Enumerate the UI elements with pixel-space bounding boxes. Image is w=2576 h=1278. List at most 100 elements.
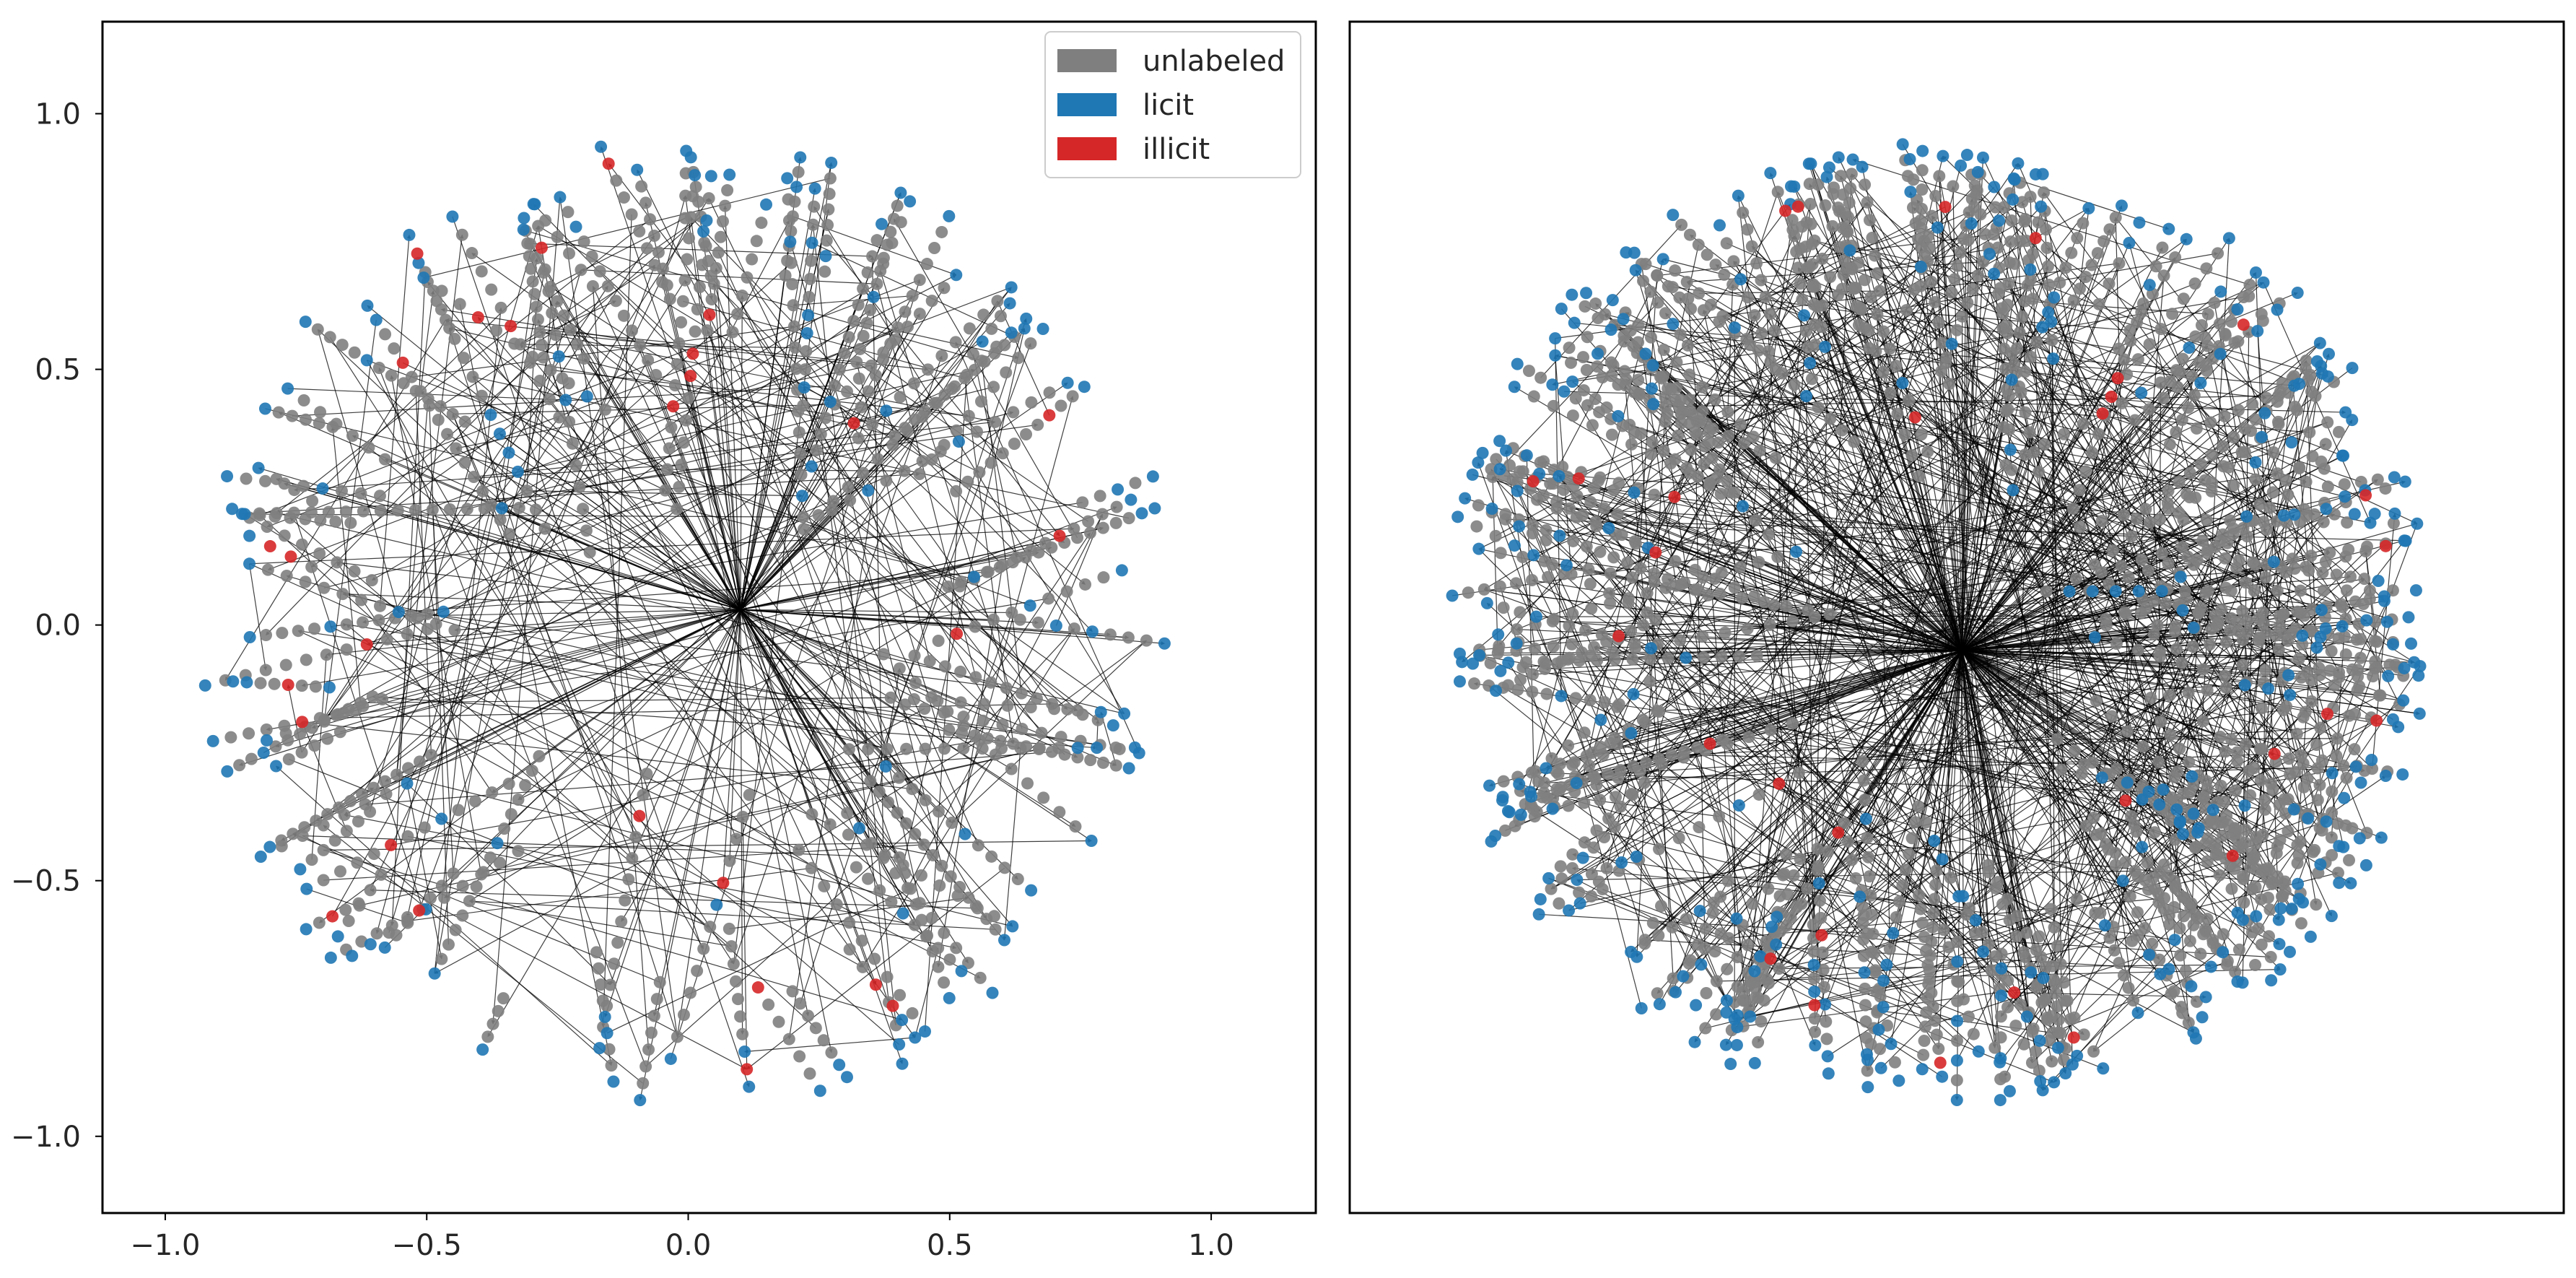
graph-node-unlabeled [1055, 731, 1067, 744]
graph-node-unlabeled [971, 425, 984, 438]
graph-node-licit [1680, 651, 1693, 664]
graph-edge [1748, 301, 1936, 737]
graph-node-unlabeled [1637, 274, 1650, 287]
graph-node-unlabeled [1607, 551, 1620, 564]
graph-edge [1553, 620, 2289, 643]
graph-node-illicit [1939, 201, 1952, 214]
graph-node-unlabeled [1861, 1064, 1874, 1077]
graph-node-unlabeled [1587, 482, 1600, 495]
graph-node-unlabeled [1632, 373, 1645, 386]
graph-node-unlabeled [1994, 1031, 2007, 1044]
graph-node-unlabeled [1721, 406, 1734, 419]
graph-node-unlabeled [477, 866, 490, 879]
graph-node-unlabeled [551, 295, 564, 308]
graph-node-unlabeled [446, 407, 459, 420]
graph-node-unlabeled [2284, 768, 2297, 781]
graph-edge [1628, 162, 2019, 729]
graph-node-unlabeled [1562, 799, 1575, 812]
graph-node-licit [1770, 938, 1783, 951]
graph-node-licit [1812, 877, 1825, 890]
graph-node-illicit [667, 400, 680, 413]
graph-node-unlabeled [1031, 616, 1044, 629]
legend-swatch-unlabeled [1057, 49, 1117, 72]
graph-edge [893, 218, 1078, 539]
graph-node-unlabeled [2196, 319, 2209, 332]
graph-node-licit [894, 186, 907, 199]
graph-node-unlabeled [1722, 931, 1735, 944]
graph-node-unlabeled [1957, 993, 1970, 1006]
graph-edge [1962, 513, 2335, 651]
graph-node-licit [1877, 1001, 1890, 1014]
graph-node-unlabeled [2032, 216, 2045, 229]
graph-node-unlabeled [2250, 863, 2263, 876]
graph-node-unlabeled [1926, 921, 1939, 934]
graph-node-unlabeled [951, 890, 964, 903]
graph-node-licit [324, 620, 337, 633]
graph-edge [1722, 316, 2027, 1017]
graph-edge [1602, 634, 2182, 1008]
graph-node-unlabeled [2183, 755, 2196, 768]
graph-node-unlabeled [2261, 891, 2274, 904]
graph-edge [2050, 339, 2055, 928]
graph-node-unlabeled [2219, 681, 2232, 694]
graph-edge [1651, 441, 2116, 853]
graph-node-unlabeled [996, 718, 1009, 731]
graph-node-unlabeled [364, 884, 377, 897]
graph-node-unlabeled [1025, 396, 1038, 409]
graph-node-licit [2292, 378, 2305, 391]
graph-node-unlabeled [1652, 752, 1665, 765]
graph-node-unlabeled [2045, 1010, 2058, 1023]
graph-node-unlabeled [1956, 310, 1969, 323]
graph-edge [740, 382, 1068, 610]
graph-node-unlabeled [1083, 526, 1096, 539]
graph-node-unlabeled [2174, 949, 2187, 962]
graph-node-licit [1115, 564, 1128, 577]
graph-edge [286, 575, 888, 749]
graph-node-unlabeled [2191, 554, 2204, 567]
graph-node-unlabeled [855, 401, 868, 414]
graph-node-unlabeled [2255, 938, 2268, 951]
graph-node-unlabeled [346, 429, 359, 442]
graph-node-unlabeled [1093, 490, 1106, 503]
graph-node-unlabeled [2091, 247, 2104, 260]
graph-node-unlabeled [2047, 973, 2060, 986]
graph-node-licit [689, 169, 702, 182]
graph-node-unlabeled [1014, 742, 1027, 755]
graph-node-unlabeled [2141, 564, 2154, 577]
graph-edge [876, 283, 977, 677]
graph-node-unlabeled [1711, 471, 1724, 484]
graph-node-licit [1713, 219, 1726, 232]
graph-node-licit [909, 1031, 922, 1044]
graph-node-unlabeled [1727, 255, 1740, 268]
graph-edge [384, 386, 956, 948]
graph-node-licit [1994, 1052, 2007, 1065]
graph-node-licit [800, 326, 813, 339]
graph-node-licit [1955, 159, 1968, 172]
graph-edge [740, 224, 815, 610]
graph-node-licit [221, 470, 234, 483]
graph-node-unlabeled [596, 994, 609, 1007]
graph-node-unlabeled [1071, 704, 1084, 717]
graph-node-unlabeled [1734, 418, 1747, 431]
graph-node-unlabeled [2053, 276, 2066, 289]
graph-edge [787, 410, 887, 1040]
graph-node-unlabeled [585, 250, 598, 263]
graph-node-licit [2047, 352, 2060, 365]
graph-node-unlabeled [941, 705, 954, 718]
graph-node-unlabeled [850, 861, 863, 874]
graph-node-unlabeled [2271, 584, 2284, 597]
graph-node-unlabeled [1933, 170, 1946, 183]
graph-node-unlabeled [870, 234, 883, 247]
graph-node-illicit [717, 877, 730, 890]
graph-node-unlabeled [1493, 640, 1506, 653]
graph-edge [455, 448, 741, 610]
graph-edge [1961, 346, 2219, 651]
x-tick-label: 0.5 [927, 1229, 973, 1262]
graph-node-unlabeled [372, 362, 385, 375]
graph-node-unlabeled [1566, 409, 1579, 422]
graph-node-unlabeled [1684, 954, 1697, 967]
graph-node-unlabeled [1566, 861, 1579, 874]
graph-node-licit [1936, 1070, 1949, 1083]
graph-edge [1742, 155, 1944, 992]
graph-edge [423, 178, 831, 279]
